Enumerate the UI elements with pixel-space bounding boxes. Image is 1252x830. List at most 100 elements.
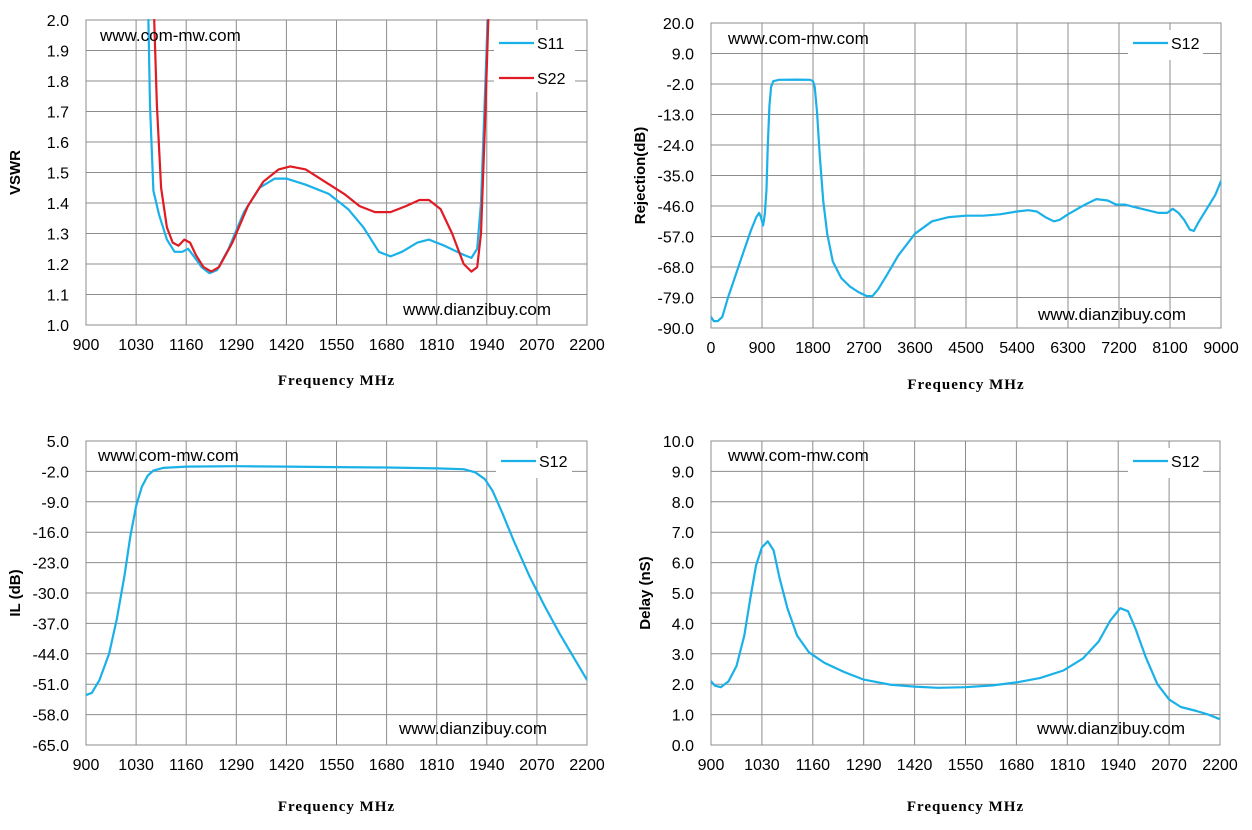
chart-panel-1: 900 1030 1160 1290 1420 1550 1680 1810 1940 2070 2… xyxy=(7,13,605,389)
legend-box xyxy=(1128,30,1203,60)
plot-area xyxy=(85,440,588,746)
y-tick-label: 1.0 xyxy=(672,708,694,725)
x-tick-label: 2070 xyxy=(1151,757,1187,774)
y-axis-title: VSWR xyxy=(7,150,24,195)
y-tick-label: -35.0 xyxy=(658,169,695,186)
y-tick-label: -37.0 xyxy=(33,616,70,633)
x-tick-label: 1680 xyxy=(999,757,1035,774)
x-tick-label: 1030 xyxy=(118,757,154,774)
x-tick-label: 4500 xyxy=(948,340,984,357)
watermark-text: www.com-mw.com xyxy=(97,446,239,465)
y-tick-label: 5.0 xyxy=(672,586,694,603)
x-axis-title: Frequency MHz xyxy=(278,373,395,389)
x-tick-label: 900 xyxy=(698,757,725,774)
y-tick-label: 1.4 xyxy=(47,196,69,213)
watermark-text: www.dianzibuy.com xyxy=(1037,305,1186,324)
series-line-s22 xyxy=(153,19,490,273)
x-tick-label: 1420 xyxy=(269,337,305,354)
x-tick-label: 3600 xyxy=(897,340,933,357)
chart-panel-2: 0 900 1800 2700 3600 4500 5400 6300 7200 8100 9000… xyxy=(632,16,1239,393)
x-tick-label: 900 xyxy=(73,337,100,354)
y-tick-label: -90.0 xyxy=(658,321,695,338)
series-line-s12 xyxy=(86,465,587,697)
watermark-text: www.dianzibuy.com xyxy=(398,719,547,738)
plot-area xyxy=(710,22,1222,329)
x-tick-label: 900 xyxy=(749,340,776,357)
watermark-text: www.dianzibuy.com xyxy=(402,300,551,319)
chart-panel-3: 900 1030 1160 1290 1420 1550 1680 1810 1940 2070 2… xyxy=(7,434,605,815)
y-tick-label: 7.0 xyxy=(672,525,694,542)
x-tick-label: 1800 xyxy=(795,340,831,357)
x-tick-label: 2200 xyxy=(569,757,605,774)
y-tick-label: 1.6 xyxy=(47,135,69,152)
y-tick-label: -65.0 xyxy=(33,738,70,755)
legend-label: S12 xyxy=(1171,454,1200,471)
x-tick-label: 1160 xyxy=(169,337,204,354)
x-axis-title: Frequency MHz xyxy=(278,799,395,815)
x-tick-label: 1810 xyxy=(419,337,455,354)
series-group xyxy=(86,465,587,697)
y-tick-label: 1.1 xyxy=(47,288,69,305)
y-tick-label: 1.7 xyxy=(47,105,69,122)
legend-label: S12 xyxy=(539,454,568,471)
x-tick-label: 7200 xyxy=(1101,340,1137,357)
y-axis-title: Delay (nS) xyxy=(637,556,654,629)
legend-box xyxy=(1128,448,1203,478)
chart-panel-4: 900 1030 1160 1290 1420 1550 1680 1810 1940 2070 2… xyxy=(637,434,1238,815)
legend-label: S12 xyxy=(1171,36,1200,53)
legend-box xyxy=(494,30,575,92)
y-tick-label: -79.0 xyxy=(658,291,695,308)
legend: S11 S22 xyxy=(494,30,575,92)
x-tick-label: 1680 xyxy=(369,337,405,354)
legend: S12 xyxy=(496,448,572,478)
watermark-text: www.com-mw.com xyxy=(99,26,241,45)
legend-label: S22 xyxy=(537,71,566,88)
watermark-text: www.com-mw.com xyxy=(727,446,869,465)
legend: S12 xyxy=(1128,448,1203,478)
x-tick-label: 1550 xyxy=(948,757,984,774)
legend: S12 xyxy=(1128,30,1203,60)
watermark-text: www.dianzibuy.com xyxy=(1036,719,1185,738)
y-tick-label: -30.0 xyxy=(33,586,70,603)
y-tick-label: 1.0 xyxy=(47,318,69,335)
plot-area xyxy=(710,440,1221,746)
y-tick-label: -13.0 xyxy=(658,108,695,125)
y-tick-label: 1.5 xyxy=(47,166,69,183)
y-tick-label: 1.2 xyxy=(47,257,69,274)
y-tick-label: -58.0 xyxy=(33,708,70,725)
series-line-s11 xyxy=(147,19,489,275)
x-tick-label: 1290 xyxy=(846,757,882,774)
y-tick-label: 2.0 xyxy=(47,13,69,30)
y-tick-label: -68.0 xyxy=(658,260,695,277)
x-tick-label: 1940 xyxy=(469,757,505,774)
x-tick-label: 1810 xyxy=(419,757,455,774)
y-tick-label: 20.0 xyxy=(663,16,694,33)
y-tick-label: -16.0 xyxy=(33,525,70,542)
y-tick-label: -2.0 xyxy=(41,464,69,481)
x-tick-label: 1420 xyxy=(897,757,933,774)
y-tick-label: 3.0 xyxy=(672,647,694,664)
watermark-text: www.com-mw.com xyxy=(727,29,869,48)
y-tick-label: 9.0 xyxy=(672,464,694,481)
x-tick-label: 1680 xyxy=(369,757,405,774)
y-tick-label: 8.0 xyxy=(672,495,694,512)
y-tick-label: 5.0 xyxy=(47,434,69,451)
legend-label: S11 xyxy=(537,36,564,53)
x-axis-title: Frequency MHz xyxy=(907,799,1024,815)
y-tick-label: -57.0 xyxy=(658,230,695,247)
y-tick-label: 1.9 xyxy=(47,44,69,61)
x-tick-label: 9000 xyxy=(1203,340,1239,357)
series-line-s12 xyxy=(711,78,1221,323)
y-tick-label: 6.0 xyxy=(672,556,694,573)
x-tick-label: 1030 xyxy=(744,757,780,774)
y-tick-label: 9.0 xyxy=(672,47,694,64)
y-tick-label: 4.0 xyxy=(672,616,694,633)
y-tick-label: 0.0 xyxy=(672,738,694,755)
x-tick-label: 5400 xyxy=(999,340,1035,357)
x-tick-label: 2200 xyxy=(569,337,605,354)
y-tick-label: 1.3 xyxy=(47,227,69,244)
y-axis-title: IL (dB) xyxy=(7,569,24,616)
x-tick-label: 1550 xyxy=(319,757,355,774)
x-tick-label: 0 xyxy=(707,340,716,357)
